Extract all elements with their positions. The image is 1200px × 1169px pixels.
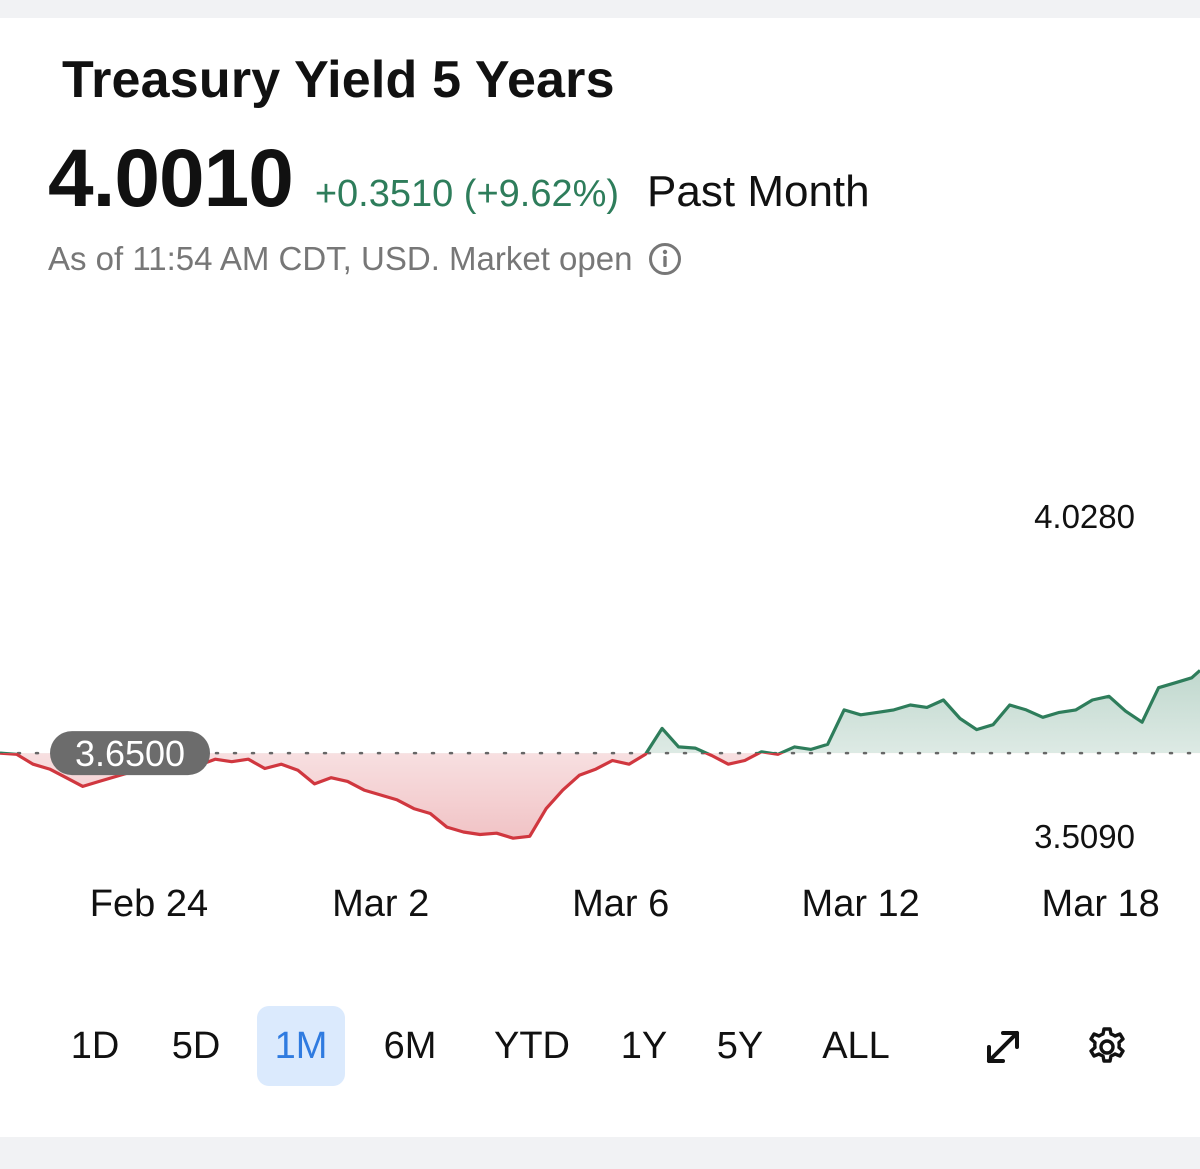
bottom-strip: [0, 1137, 1200, 1169]
page-title: Treasury Yield 5 Years: [62, 51, 615, 109]
top-strip: [0, 0, 1200, 18]
range-6m[interactable]: 6M: [383, 1025, 437, 1067]
x-tick-label: Mar 12: [802, 883, 920, 925]
yield-chart: 3.6500 4.0280 3.5090 Feb 24 Mar 2 Mar 6 Mar 12…: [0, 498, 1200, 925]
x-tick-label: Mar 18: [1042, 883, 1160, 925]
expand-arrows-icon[interactable]: [980, 1024, 1026, 1070]
as-of-text: As of 11:54 AM CDT, USD. Market open: [48, 240, 633, 277]
low-label: 3.5090: [1034, 818, 1135, 855]
range-all[interactable]: ALL: [822, 1025, 890, 1067]
range-1y[interactable]: 1Y: [620, 1025, 668, 1067]
range-5y[interactable]: 5Y: [716, 1025, 764, 1067]
period-label: Past Month: [647, 167, 870, 216]
as-of-line: As of 11:54 AM CDT, USD. Market open: [48, 240, 682, 278]
current-price: 4.0010: [48, 133, 294, 224]
baseline-pill: [50, 731, 210, 776]
x-tick-label: Feb 24: [90, 883, 208, 925]
x-tick-label: Mar 2: [332, 883, 429, 925]
range-selector: 1D 5D 1M 6M YTD 1Y 5Y ALL: [0, 1006, 1200, 1086]
series-line-up: [0, 669, 1200, 754]
range-ytd[interactable]: YTD: [494, 1025, 570, 1067]
range-5d[interactable]: 5D: [171, 1025, 221, 1067]
range-1d[interactable]: 1D: [70, 1025, 120, 1067]
info-circle-icon[interactable]: [648, 242, 682, 276]
range-1m[interactable]: 1M: [257, 1006, 345, 1086]
high-label: 4.0280: [1034, 498, 1135, 535]
price-change: +0.3510 (+9.62%): [314, 173, 620, 215]
area-above-baseline: [646, 670, 1200, 754]
gear-icon[interactable]: [1084, 1024, 1130, 1070]
x-tick-label: Mar 6: [572, 883, 669, 925]
price-row: 4.0010 +0.3510 (+9.62%) Past Month: [48, 132, 870, 226]
baseline-label: 3.6500: [75, 733, 185, 774]
